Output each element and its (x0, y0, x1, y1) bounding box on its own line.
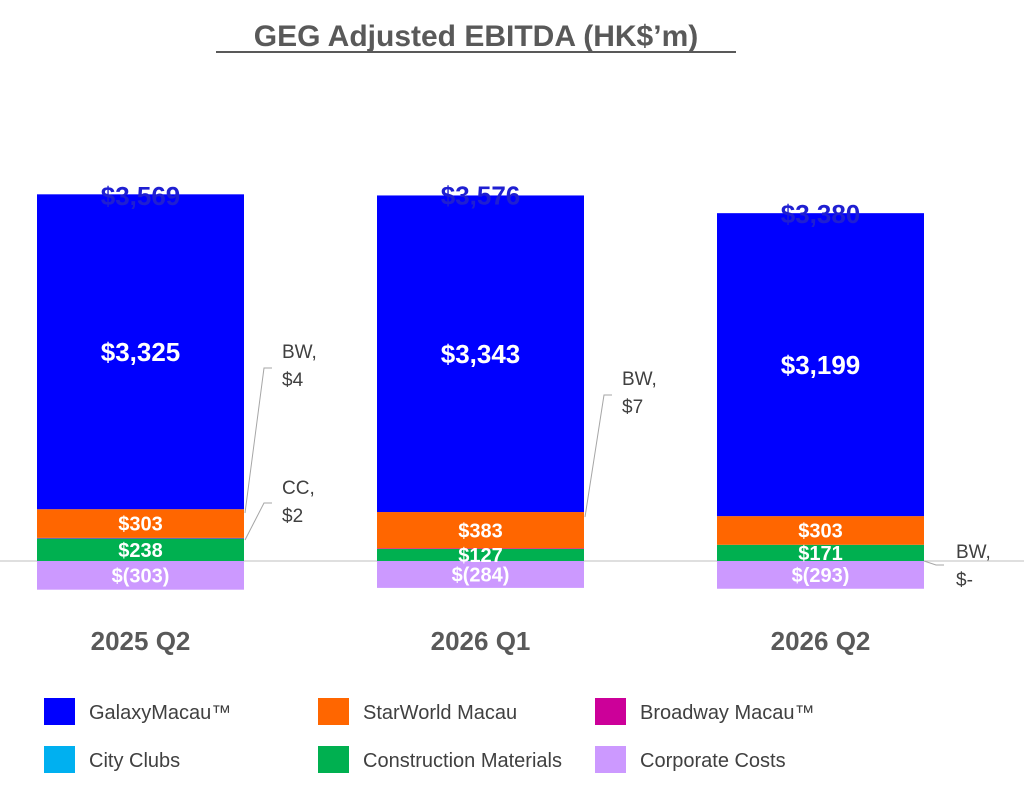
bar-galaxymacau-2026-q1 (377, 195, 584, 513)
data-label-galaxymacau-2025-q2: $3,325 (101, 337, 181, 367)
legend-label: GalaxyMacau™ (89, 702, 231, 724)
data-label-starworld-macau-2026-q2: $303 (798, 521, 843, 543)
data-label-construction-materials-2026-q1: $127 (458, 545, 503, 567)
category-label-2026-q1: 2026 Q1 (431, 626, 531, 656)
callout-label: BW, (282, 342, 317, 363)
data-label-corporate-costs-2026-q1: $(284) (452, 565, 510, 587)
legend-label: City Clubs (89, 750, 180, 772)
total-label-2025-q2: $3,569 (101, 181, 181, 211)
bar-stack-2025-q2: $3,325 $303 $238 $(303) $3,569 2025 Q2 (37, 181, 244, 656)
chart-title: GEG Adjusted EBITDA (HK$’m) (254, 20, 698, 53)
legend-swatch (44, 698, 75, 725)
category-label-2026-q2: 2026 Q2 (771, 626, 871, 656)
bar-construction-materials-2026-q2 (717, 544, 924, 561)
bar-broadway-macau-2026-q1 (377, 548, 584, 549)
callout-label: $7 (622, 397, 643, 418)
legend-swatch (44, 746, 75, 773)
bar-starworld-macau-2026-q2 (717, 516, 924, 545)
bar-corporate-costs-2026-q1 (377, 561, 584, 588)
bar-corporate-costs-2026-q2 (717, 561, 924, 589)
data-label-corporate-costs-2025-q2: $(303) (112, 566, 170, 588)
legend-label: StarWorld Macau (363, 702, 517, 724)
bar-construction-materials-2025-q2 (37, 538, 244, 561)
bar-galaxymacau-2025-q2 (37, 194, 244, 510)
callout-label: $4 (282, 370, 304, 391)
data-label-construction-materials-2025-q2: $238 (118, 540, 163, 562)
legend-swatch (595, 698, 626, 725)
bar-stack-2026-q1: $3,343 $383 $127$(284) $3,576 2026 Q1 (377, 180, 584, 656)
legend-label: Broadway Macau™ (640, 702, 815, 724)
legend-label: Construction Materials (363, 750, 562, 772)
bar-construction-materials-2026-q1 (377, 548, 584, 561)
callout-2: BW, $7 (584, 369, 657, 518)
bar-starworld-macau-2026-q1 (377, 512, 584, 549)
bar-starworld-macau-2025-q2 (37, 509, 244, 538)
legend-label: Corporate Costs (640, 750, 786, 772)
callout-label: CC, (282, 478, 315, 499)
legend-swatch (318, 746, 349, 773)
legend: GalaxyMacau™ StarWorld Macau Broadway Maca… (44, 698, 815, 773)
legend-swatch (595, 746, 626, 773)
callout-label: BW, (956, 542, 991, 563)
data-label-corporate-costs-2026-q2: $(293) (792, 565, 850, 587)
bar-galaxymacau-2026-q2 (717, 213, 924, 517)
data-label-galaxymacau-2026-q1: $3,343 (441, 339, 521, 369)
legend-item-corporate-costs: Corporate Costs (595, 746, 786, 773)
chart-title-group: GEG Adjusted EBITDA (HK$’m) (216, 20, 736, 53)
legend-item-city-clubs: City Clubs (44, 746, 180, 773)
data-label-starworld-macau-2025-q2: $303 (118, 514, 163, 536)
callout-1: CC, $2 (244, 478, 315, 541)
data-label-starworld-macau-2026-q1: $383 (458, 520, 503, 542)
legend-item-broadway-macau: Broadway Macau™ (595, 698, 815, 725)
data-label-construction-materials-2026-q2: $171 (798, 543, 843, 565)
callout-label: BW, (622, 369, 657, 390)
legend-item-galaxymacau: GalaxyMacau™ (44, 698, 231, 725)
callout-0: BW, $4 (244, 342, 317, 514)
total-label-2026-q1: $3,576 (441, 180, 521, 210)
callout-leader-line (923, 560, 944, 566)
callouts-group: BW, $4 CC, $2 BW, $7 BW, $- (244, 342, 991, 591)
category-label-2025-q2: 2025 Q2 (91, 626, 191, 656)
callout-label: $2 (282, 506, 303, 527)
bar-corporate-costs-2025-q2 (37, 561, 244, 590)
legend-item-starworld-macau: StarWorld Macau (318, 698, 517, 725)
data-label-galaxymacau-2026-q2: $3,199 (781, 350, 861, 380)
callout-3: BW, $- (923, 542, 991, 591)
bar-city-clubs-2025-q2 (37, 538, 244, 539)
legend-swatch (318, 698, 349, 725)
legend-item-construction-materials: Construction Materials (318, 746, 562, 773)
callout-leader-line (244, 502, 272, 541)
total-label-2026-q2: $3,380 (781, 199, 861, 229)
bar-broadway-macau-2025-q2 (37, 537, 244, 539)
bar-stack-2026-q2: $3,199 $303$171$(293) $3,380 2026 Q2 (717, 199, 924, 656)
callout-leader-line (244, 367, 272, 514)
callout-leader-line (584, 394, 612, 518)
callout-label: $- (956, 570, 973, 591)
